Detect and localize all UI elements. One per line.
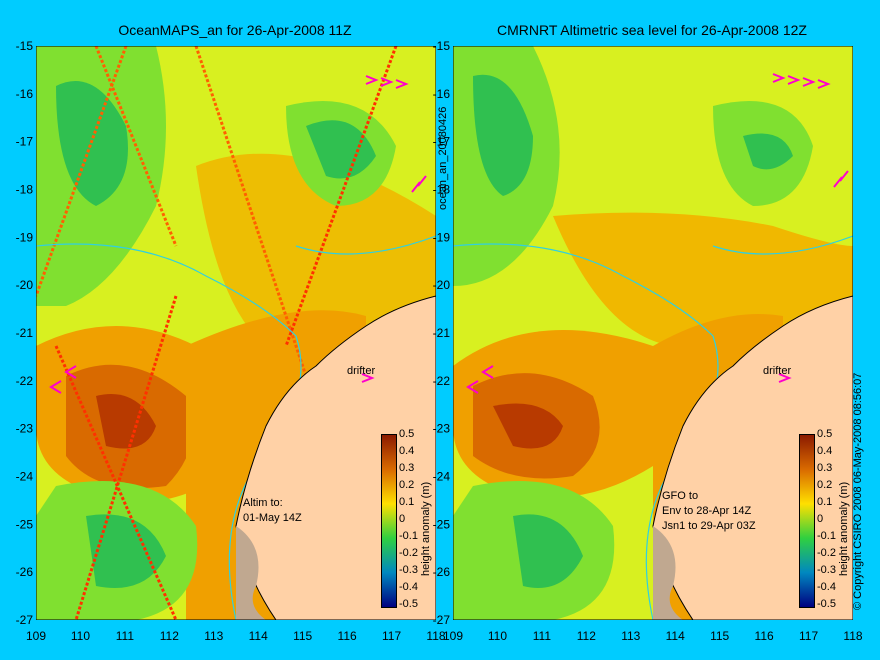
left-y-tick: -21 [16, 326, 34, 340]
left-altim-note: Altim to: 01-May 14Z [243, 497, 302, 524]
left-y-tick: -20 [16, 278, 34, 292]
right-x-tick: 116 [755, 629, 774, 643]
left-y-tick: -27 [16, 613, 34, 627]
left-x-tick: 116 [338, 629, 357, 643]
left-x-tick: 111 [116, 629, 135, 643]
right-x-tick: 118 [843, 629, 862, 643]
left-x-tick: 109 [26, 629, 46, 643]
left-y-tick: -22 [16, 374, 34, 388]
right-x-tick: 110 [488, 629, 507, 643]
right-x-tick: 111 [533, 629, 552, 643]
right-colorbar-label: height anomaly (m) [838, 481, 850, 576]
right-x-tick: 115 [710, 629, 729, 643]
left-y-tick: -15 [16, 39, 34, 53]
left-colorbar [381, 434, 397, 608]
left-x-tick: 115 [293, 629, 312, 643]
right-x-tick: 112 [577, 629, 596, 643]
right-colorbar [799, 434, 815, 608]
left-colorbar-label: height anomaly (m) [420, 481, 432, 576]
right-x-tick: 117 [799, 629, 818, 643]
left-y-tick: -18 [16, 183, 34, 197]
left-x-tick: 118 [426, 629, 445, 643]
right-x-tick: 113 [621, 629, 640, 643]
left-y-tick: -24 [16, 470, 34, 484]
left-y-tick: -19 [16, 230, 34, 244]
left-panel-title: OceanMAPS_an for 26-Apr-2008 11Z [118, 22, 352, 38]
left-y-tick: -23 [16, 422, 34, 436]
right-x-tick: 109 [443, 629, 463, 643]
left-drifter-label: drifter [347, 365, 376, 377]
right-map[interactable] [453, 46, 853, 620]
left-x-tick: 114 [249, 629, 268, 643]
left-y-tick: -25 [16, 517, 34, 531]
left-map[interactable] [36, 46, 436, 620]
right-x-tick: 114 [666, 629, 685, 643]
left-x-tick: 117 [382, 629, 401, 643]
left-x-tick: 110 [71, 629, 90, 643]
right-map-svg [453, 46, 853, 620]
left-map-svg [36, 46, 436, 620]
left-x-tick: 112 [160, 629, 179, 643]
right-panel-title: CMRNRT Altimetric sea level for 26-Apr-2… [497, 22, 807, 38]
copyright: © Copyright CSIRO 2008 06-May-2008 08:56… [852, 372, 864, 610]
right-drifter-label: drifter [763, 365, 792, 377]
right-sat-note: GFO to Env to 28-Apr 14Z Jsn1 to 29-Apr … [662, 490, 756, 532]
left-x-tick: 113 [204, 629, 223, 643]
left-y-tick: -16 [16, 87, 34, 101]
left-y-tick: -26 [16, 565, 34, 579]
left-y-tick: -17 [16, 135, 34, 149]
side-label: ocean_an_20080426 [437, 106, 449, 210]
